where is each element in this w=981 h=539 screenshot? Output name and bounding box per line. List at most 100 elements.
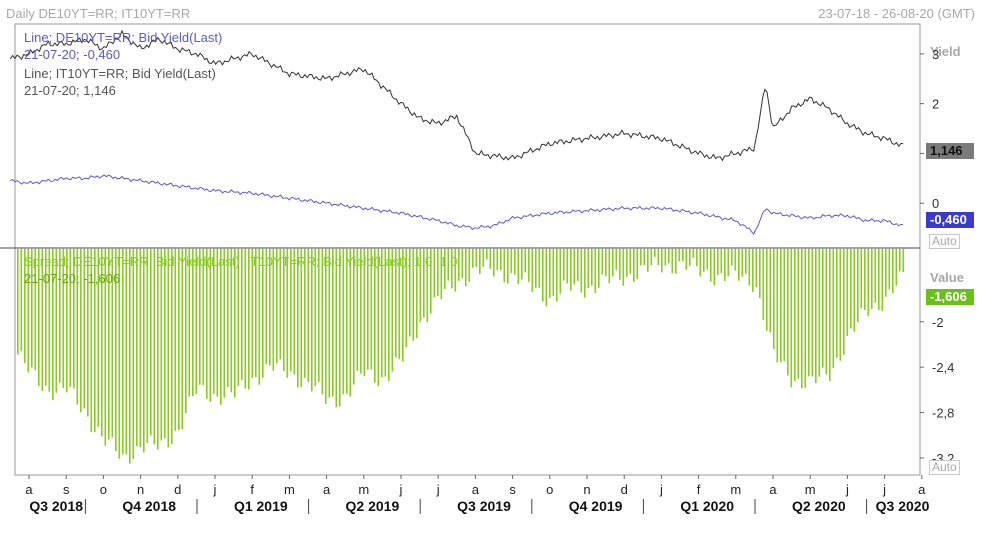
date-range: 23-07-18 - 26-08-20 (GMT) <box>818 6 975 21</box>
spread-bar <box>605 249 607 277</box>
de-last-value-tag: -0,460 <box>930 212 967 227</box>
spread-bar <box>843 249 845 355</box>
spread-bar <box>332 249 334 397</box>
spread-bar <box>738 249 740 281</box>
auto-scale-button-top[interactable]: Auto <box>929 234 960 249</box>
spread-bar <box>465 249 467 287</box>
spread-bar <box>703 249 705 272</box>
spread-bar <box>472 249 474 268</box>
auto-scale-button-bottom[interactable]: Auto <box>929 460 960 475</box>
spread-bar <box>248 249 250 390</box>
spread-bar <box>881 249 884 311</box>
spread-bar <box>342 249 345 395</box>
spread-bar <box>629 249 632 274</box>
spread-bar <box>731 249 733 266</box>
spread-bar <box>601 249 604 275</box>
spread-bar <box>451 249 453 289</box>
spread-bar <box>493 249 495 277</box>
spread-bar <box>174 249 177 431</box>
spread-bar <box>822 249 824 368</box>
spread-bar <box>262 249 264 378</box>
spread-bar <box>412 249 415 341</box>
chart-title: Daily DE10YT=RR; IT10YT=RR <box>6 6 191 21</box>
spread-bar <box>594 249 597 293</box>
x-month-label: s <box>509 482 516 497</box>
spread-bar <box>545 249 548 307</box>
y-tick-label-top: 2 <box>932 97 939 112</box>
spread-bar <box>566 249 569 284</box>
spread-bar <box>244 249 247 389</box>
spread-bar <box>871 249 873 309</box>
spread-bar <box>202 249 205 386</box>
spread-bar <box>220 249 222 405</box>
spread-bar <box>895 249 898 286</box>
spread-bar <box>423 249 425 318</box>
spread-bar <box>860 249 863 309</box>
spread-bar <box>745 249 747 274</box>
de-yield-line <box>10 174 904 235</box>
spread-bar <box>360 249 362 374</box>
spread-bar <box>129 249 131 464</box>
spread-bar <box>209 249 212 402</box>
spread-bar <box>104 249 107 446</box>
spread-bar <box>706 249 709 270</box>
spread-bar <box>552 249 555 296</box>
x-month-label: n <box>583 482 590 497</box>
spread-bar <box>692 249 695 258</box>
spread-bar <box>587 249 590 289</box>
legend-it-name: Line; IT10YT=RR; Bid Yield(Last) <box>24 66 216 81</box>
x-quarter-label: Q3 2018 <box>29 498 83 514</box>
spread-bar <box>395 249 397 358</box>
spread-bar <box>416 249 418 339</box>
spread-bar <box>503 249 506 283</box>
spread-bar <box>759 249 761 299</box>
spread-bar <box>391 249 394 372</box>
spread-bar <box>370 249 373 370</box>
x-quarter-label: Q3 2019 <box>457 498 511 514</box>
spread-bar <box>650 249 653 266</box>
spread-bar <box>297 249 299 388</box>
spread-bar <box>643 249 646 265</box>
spread-bar <box>199 249 201 385</box>
x-month-label: m <box>805 482 816 497</box>
spread-bar <box>122 249 124 455</box>
spread-bar <box>31 249 33 368</box>
x-month-label: a <box>25 482 33 497</box>
spread-bar <box>815 249 817 384</box>
spread-bar <box>867 249 870 317</box>
spread-bar <box>437 249 439 297</box>
spread-bar <box>398 249 401 360</box>
spread-bar <box>808 249 810 377</box>
spread-bar <box>45 249 47 386</box>
spread-bar <box>892 249 894 294</box>
spread-bar <box>850 249 852 329</box>
spread-bar <box>626 249 628 277</box>
spread-bar <box>34 249 37 371</box>
spread-bar <box>388 249 390 382</box>
spread-bar <box>108 249 110 440</box>
spread-bar <box>885 249 887 297</box>
spread-bar <box>339 249 341 407</box>
spread-bar <box>76 249 79 405</box>
legend-de-name: Line; DE10YT=RR; Bid Yield(Last) <box>24 30 223 45</box>
spread-bar <box>713 249 716 286</box>
spread-bar <box>167 249 170 448</box>
spread-bar <box>146 249 149 444</box>
spread-bar <box>832 249 835 369</box>
x-month-label: m <box>284 482 295 497</box>
spread-bar <box>206 249 208 399</box>
spread-bar <box>87 249 89 417</box>
x-quarter-label: Q2 2019 <box>346 498 400 514</box>
spread-bar <box>192 249 194 397</box>
x-quarter-label: Q2 2020 <box>792 498 846 514</box>
spread-bar <box>762 249 765 321</box>
spread-bar <box>853 249 856 332</box>
spread-bar <box>293 249 296 375</box>
spread-bar <box>304 249 306 378</box>
plot-frame <box>14 23 921 476</box>
spread-bar <box>62 249 65 389</box>
it-tag-bg <box>926 143 974 159</box>
spread-bar <box>811 249 814 377</box>
spread-bar <box>864 249 866 311</box>
